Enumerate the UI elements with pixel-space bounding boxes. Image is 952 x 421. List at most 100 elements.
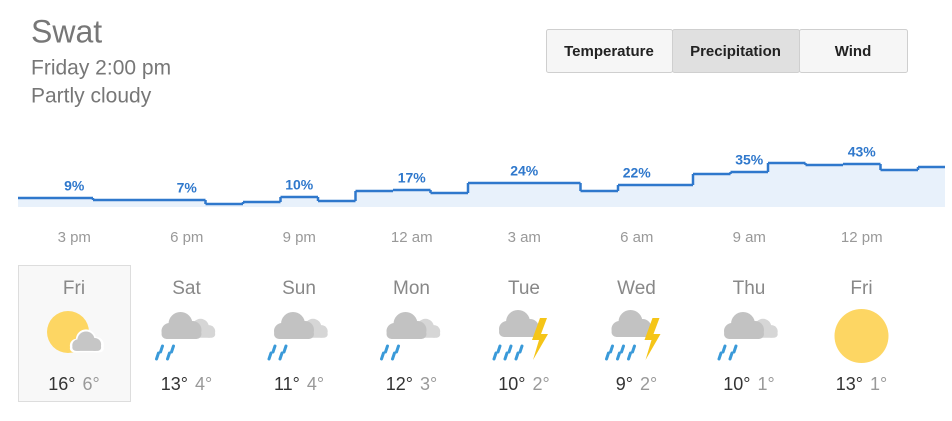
low-temp: 4° — [307, 374, 324, 394]
day-card[interactable]: Fri 13° 1° — [834, 278, 889, 394]
tab-button — [799, 29, 908, 73]
temps: 13° 4° — [161, 374, 212, 394]
precip-area — [355, 191, 393, 207]
temps: 9° 2° — [616, 374, 657, 394]
rain-drop — [496, 344, 502, 354]
low-temp: 6° — [83, 374, 100, 394]
low-temp: 2° — [533, 374, 550, 394]
precip-label: 10% — [285, 177, 314, 193]
precip-area — [393, 190, 431, 207]
low-temp: 1° — [758, 374, 775, 394]
day-card[interactable]: Thu 10° 1° — [717, 278, 778, 394]
precip-area — [768, 163, 806, 207]
day-card[interactable]: Mon 12° 3° — [380, 278, 441, 394]
weather-icon — [717, 312, 778, 361]
weather-icon — [380, 312, 441, 361]
hour-label: 3 pm — [58, 229, 91, 246]
rain-drop — [732, 344, 738, 354]
temps: 10° 2° — [498, 374, 549, 394]
precip-label: 24% — [510, 163, 539, 179]
cloud-part — [72, 343, 102, 351]
rain-drop — [616, 351, 621, 361]
rain-drop — [503, 351, 509, 361]
precip-label: 43% — [848, 144, 877, 160]
precip-area — [805, 165, 843, 207]
day-card[interactable]: Tue 10° 2° — [492, 278, 550, 394]
rain-drop — [267, 351, 273, 361]
precip-area — [618, 185, 656, 207]
hour-label: 9 am — [733, 229, 766, 246]
tab-label: Precipitation — [690, 43, 781, 60]
precip-area — [130, 200, 168, 207]
high-temp: 12° — [386, 374, 413, 394]
weather-icon — [47, 311, 104, 353]
tab[interactable]: Wind — [799, 29, 908, 73]
day-card[interactable]: Fri 16° 6° — [18, 265, 131, 402]
tab-label: Wind — [835, 43, 872, 60]
temps: 13° 1° — [836, 374, 887, 394]
hour-label: 3 am — [508, 229, 541, 246]
day-name: Fri — [63, 278, 85, 299]
day-name: Tue — [508, 278, 540, 299]
day-card[interactable]: Sun 11° 4° — [267, 278, 328, 394]
cloud-part — [499, 327, 539, 337]
day-card[interactable]: Sat 13° 4° — [155, 278, 216, 394]
precip-area — [655, 185, 693, 207]
time: Friday 2:00 pm — [31, 57, 171, 80]
high-temp: 13° — [161, 374, 188, 394]
day-name: Wed — [617, 278, 656, 299]
rain-drop — [159, 344, 164, 354]
hour-label: 12 am — [391, 229, 433, 246]
low-temp: 2° — [640, 374, 657, 394]
rain-drop — [278, 351, 284, 361]
rain-drop — [282, 344, 288, 354]
day-name: Sun — [282, 278, 316, 299]
temps: 12° 3° — [386, 374, 437, 394]
temps: 11° 4° — [274, 374, 324, 394]
rain-drop — [518, 344, 524, 354]
tab[interactable]: Temperature — [546, 29, 673, 73]
rain-drop — [631, 344, 636, 354]
precip-area — [468, 183, 506, 207]
precip-label: 17% — [398, 170, 427, 186]
precip-area — [843, 164, 881, 207]
high-temp: 13° — [836, 374, 863, 394]
high-temp: 11° — [274, 374, 300, 394]
precip-area — [543, 183, 581, 207]
day-card[interactable]: Wed 9° 2° — [605, 278, 661, 394]
cloud-part — [274, 329, 314, 339]
high-temp: 10° — [723, 374, 750, 394]
rain-drop — [155, 351, 160, 361]
precip-area — [505, 183, 543, 207]
rain-drop — [271, 344, 277, 354]
rain-drop — [605, 351, 610, 361]
rain-drop — [384, 344, 389, 354]
lightning — [644, 318, 661, 360]
rain-drop — [620, 344, 625, 354]
rain-drop — [627, 351, 632, 361]
weather-icon — [492, 310, 548, 361]
high-temp: 16° — [48, 374, 75, 394]
rain-drop — [609, 344, 614, 354]
precip-area — [205, 204, 243, 207]
day-name: Sat — [172, 278, 201, 299]
location: Swat — [31, 13, 102, 49]
cloud-part — [386, 329, 427, 339]
precip-label: 9% — [64, 178, 85, 194]
precip-area — [880, 170, 918, 207]
tab[interactable]: Precipitation — [672, 29, 800, 73]
rain-drop — [728, 351, 734, 361]
precip-area — [918, 167, 945, 207]
weather-icon — [605, 310, 661, 361]
precip-area — [55, 198, 93, 207]
temps: 10° 1° — [723, 374, 774, 394]
precip-area — [18, 198, 56, 207]
low-temp: 1° — [870, 374, 887, 394]
rain-drop — [507, 344, 513, 354]
rain-drop — [170, 344, 175, 354]
precip-label: 7% — [177, 180, 198, 196]
rain-drop — [391, 351, 396, 361]
precip-area — [318, 201, 356, 207]
rain-drop — [492, 351, 498, 361]
